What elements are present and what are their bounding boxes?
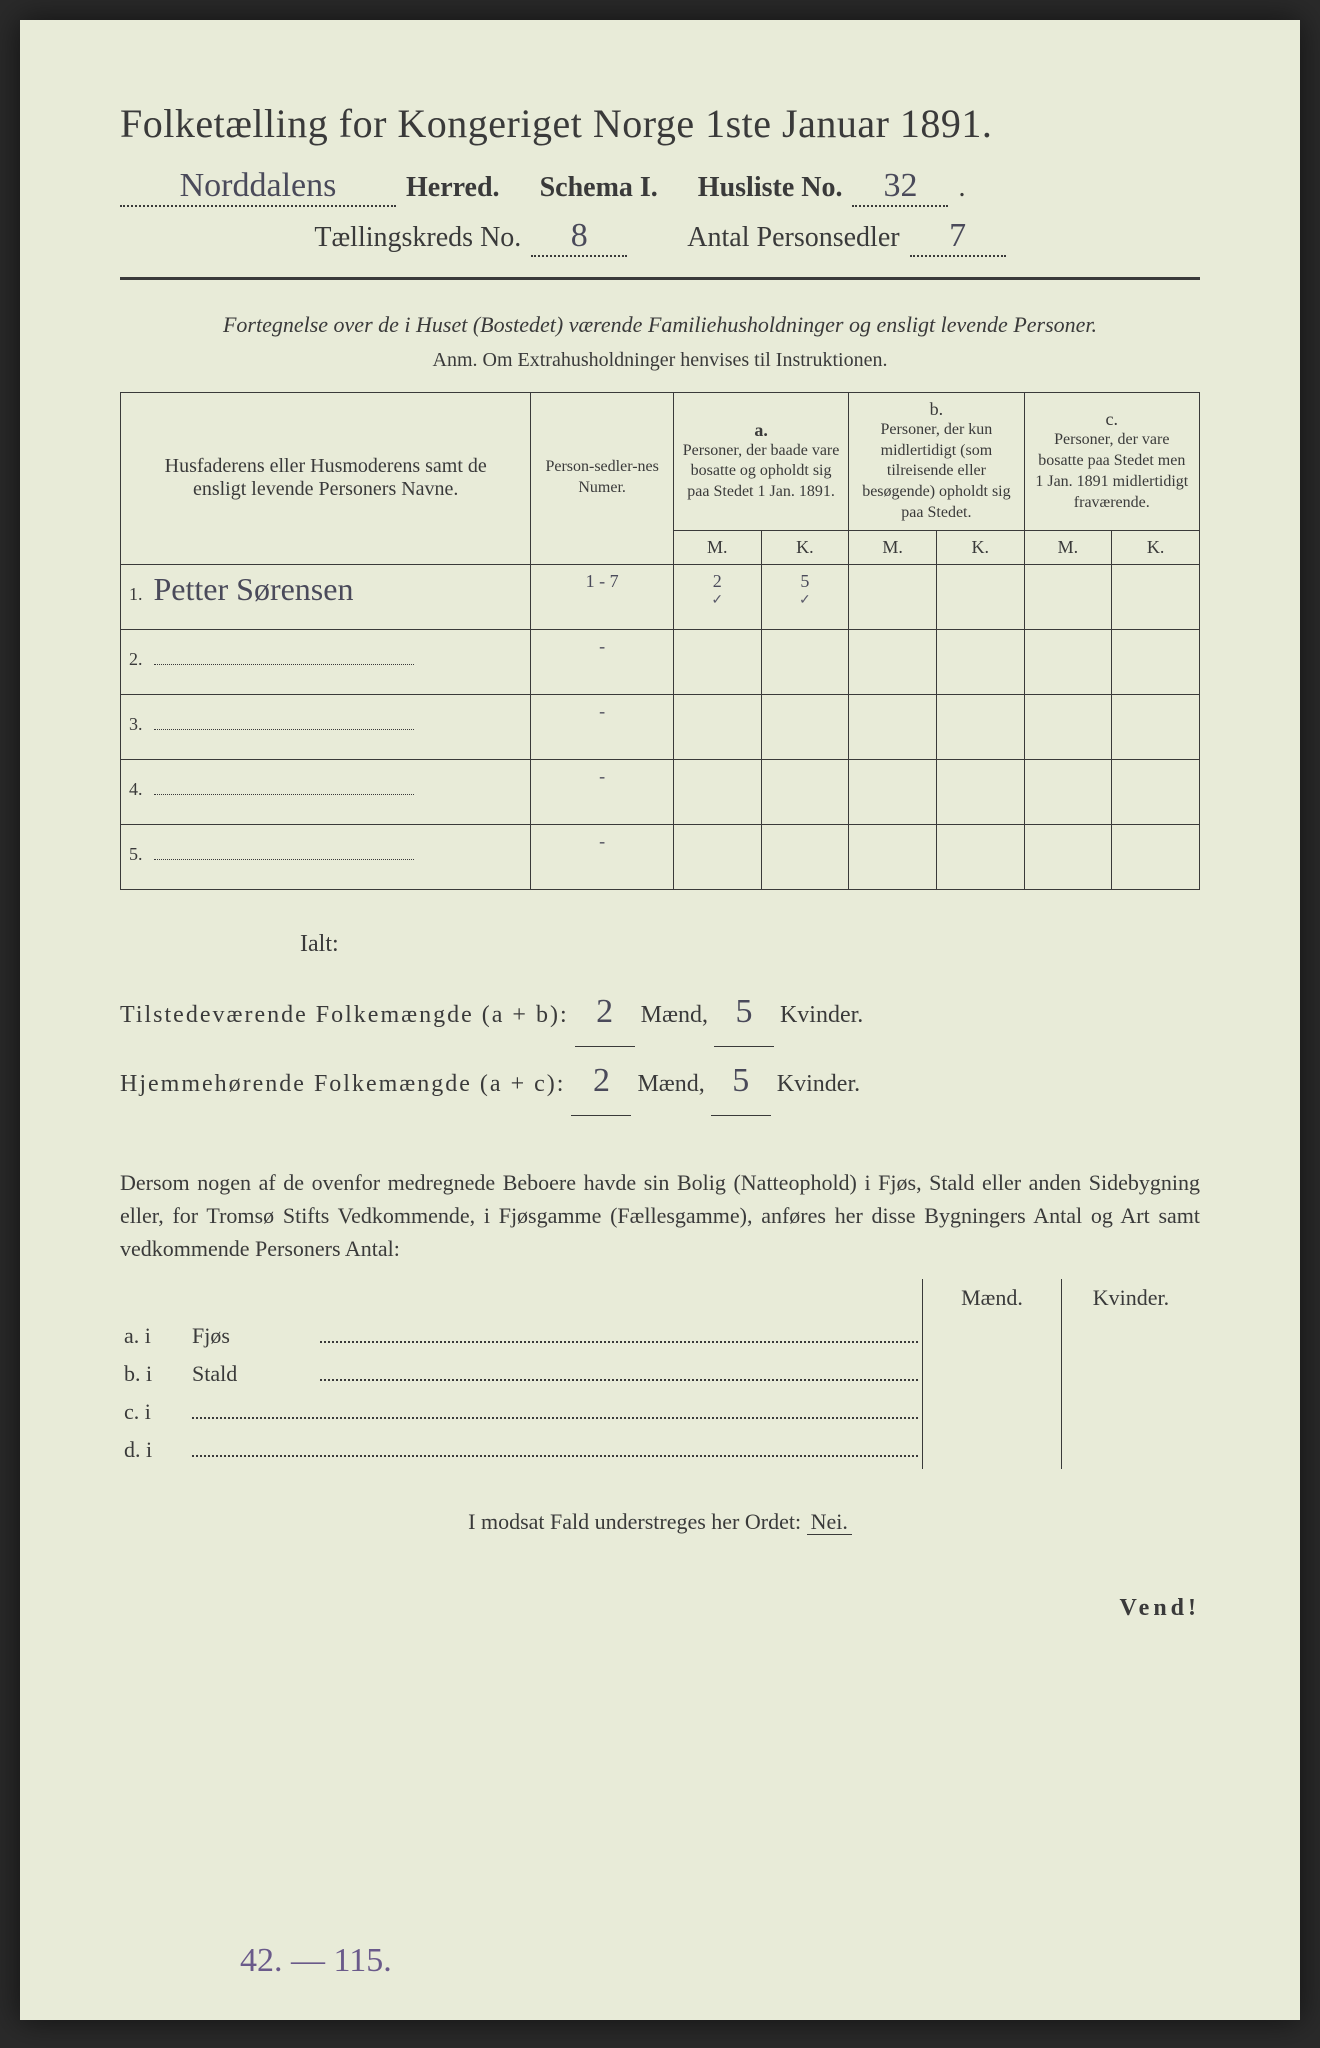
- present-m: 2: [575, 978, 635, 1047]
- resident-m: 2: [571, 1047, 631, 1116]
- present-k: 5: [714, 978, 774, 1047]
- herred-label: Herred.: [406, 172, 500, 204]
- sub-table: Mænd. Kvinder. a. i Fjøs b. i Stald c. i…: [120, 1279, 1200, 1469]
- th-b-k: K.: [936, 530, 1024, 564]
- divider: [120, 277, 1200, 280]
- resident-k: 5: [711, 1047, 771, 1116]
- th-a-m: M.: [673, 530, 761, 564]
- sub-row-d: d. i: [120, 1431, 1200, 1469]
- census-form-page: Folketælling for Kongeriget Norge 1ste J…: [20, 20, 1300, 2020]
- th-num: Person-sedler-nes Numer.: [531, 392, 673, 564]
- sub-kvinder: Kvinder.: [1062, 1279, 1201, 1317]
- nei-line: I modsat Fald understreges her Ordet: Ne…: [120, 1509, 1200, 1535]
- kreds-label: Tællingskreds No.: [314, 222, 521, 254]
- present-label: Tilstedeværende Folkemængde (a + b):: [120, 991, 569, 1039]
- th-col-a: a. Personer, der baade vare bosatte og o…: [673, 392, 848, 530]
- th-col-b: b. Personer, der kun midlertidigt (som t…: [849, 392, 1024, 530]
- th-b-m: M.: [849, 530, 937, 564]
- italic-note: Fortegnelse over de i Huset (Bostedet) v…: [120, 310, 1200, 341]
- herred-name-field: Norddalens: [120, 167, 396, 207]
- sub-row-a: a. i Fjøs: [120, 1317, 1200, 1355]
- th-name: Husfaderens eller Husmoderens samt de en…: [121, 392, 531, 564]
- header-row-1: Norddalens Herred. Schema I. Husliste No…: [120, 167, 1200, 207]
- sedler-no-field: 7: [910, 217, 1006, 257]
- th-c-m: M.: [1024, 530, 1112, 564]
- totals-block: Ialt: Tilstedeværende Folkemængde (a + b…: [120, 920, 1200, 1116]
- husliste-no-field: 32: [852, 167, 948, 207]
- th-c-k: K.: [1112, 530, 1200, 564]
- table-row: 2. -: [121, 629, 1200, 694]
- main-table: Husfaderens eller Husmoderens samt de en…: [120, 392, 1200, 890]
- ialt-label: Ialt:: [300, 920, 1200, 968]
- nei-word: Nei.: [807, 1509, 852, 1535]
- th-a-k: K.: [761, 530, 849, 564]
- table-row: 5. -: [121, 824, 1200, 889]
- vend-label: Vend!: [120, 1595, 1200, 1622]
- sedler-label: Antal Personsedler: [687, 222, 899, 254]
- th-col-c: c. Personer, der vare bosatte paa Stedet…: [1024, 392, 1199, 530]
- sub-maend: Mænd.: [923, 1279, 1062, 1317]
- kreds-no-field: 8: [531, 217, 627, 257]
- instruction-paragraph: Dersom nogen af de ovenfor medregnede Be…: [120, 1166, 1200, 1265]
- sub-row-b: b. i Stald: [120, 1355, 1200, 1393]
- husliste-label: Husliste No.: [698, 172, 843, 204]
- anm-note: Anm. Om Extrahusholdninger henvises til …: [120, 349, 1200, 372]
- table-row: 3. -: [121, 694, 1200, 759]
- footnote-handwritten: 42. — 115.: [240, 1942, 392, 1980]
- page-title: Folketælling for Kongeriget Norge 1ste J…: [120, 100, 1200, 147]
- table-row: 1. Petter Sørensen1 - 72✓5✓: [121, 564, 1200, 629]
- schema-label: Schema I.: [540, 172, 658, 204]
- resident-label: Hjemmehørende Folkemængde (a + c):: [120, 1060, 565, 1108]
- sub-row-c: c. i: [120, 1393, 1200, 1431]
- header-row-2: Tællingskreds No. 8 Antal Personsedler 7: [120, 217, 1200, 257]
- table-row: 4. -: [121, 759, 1200, 824]
